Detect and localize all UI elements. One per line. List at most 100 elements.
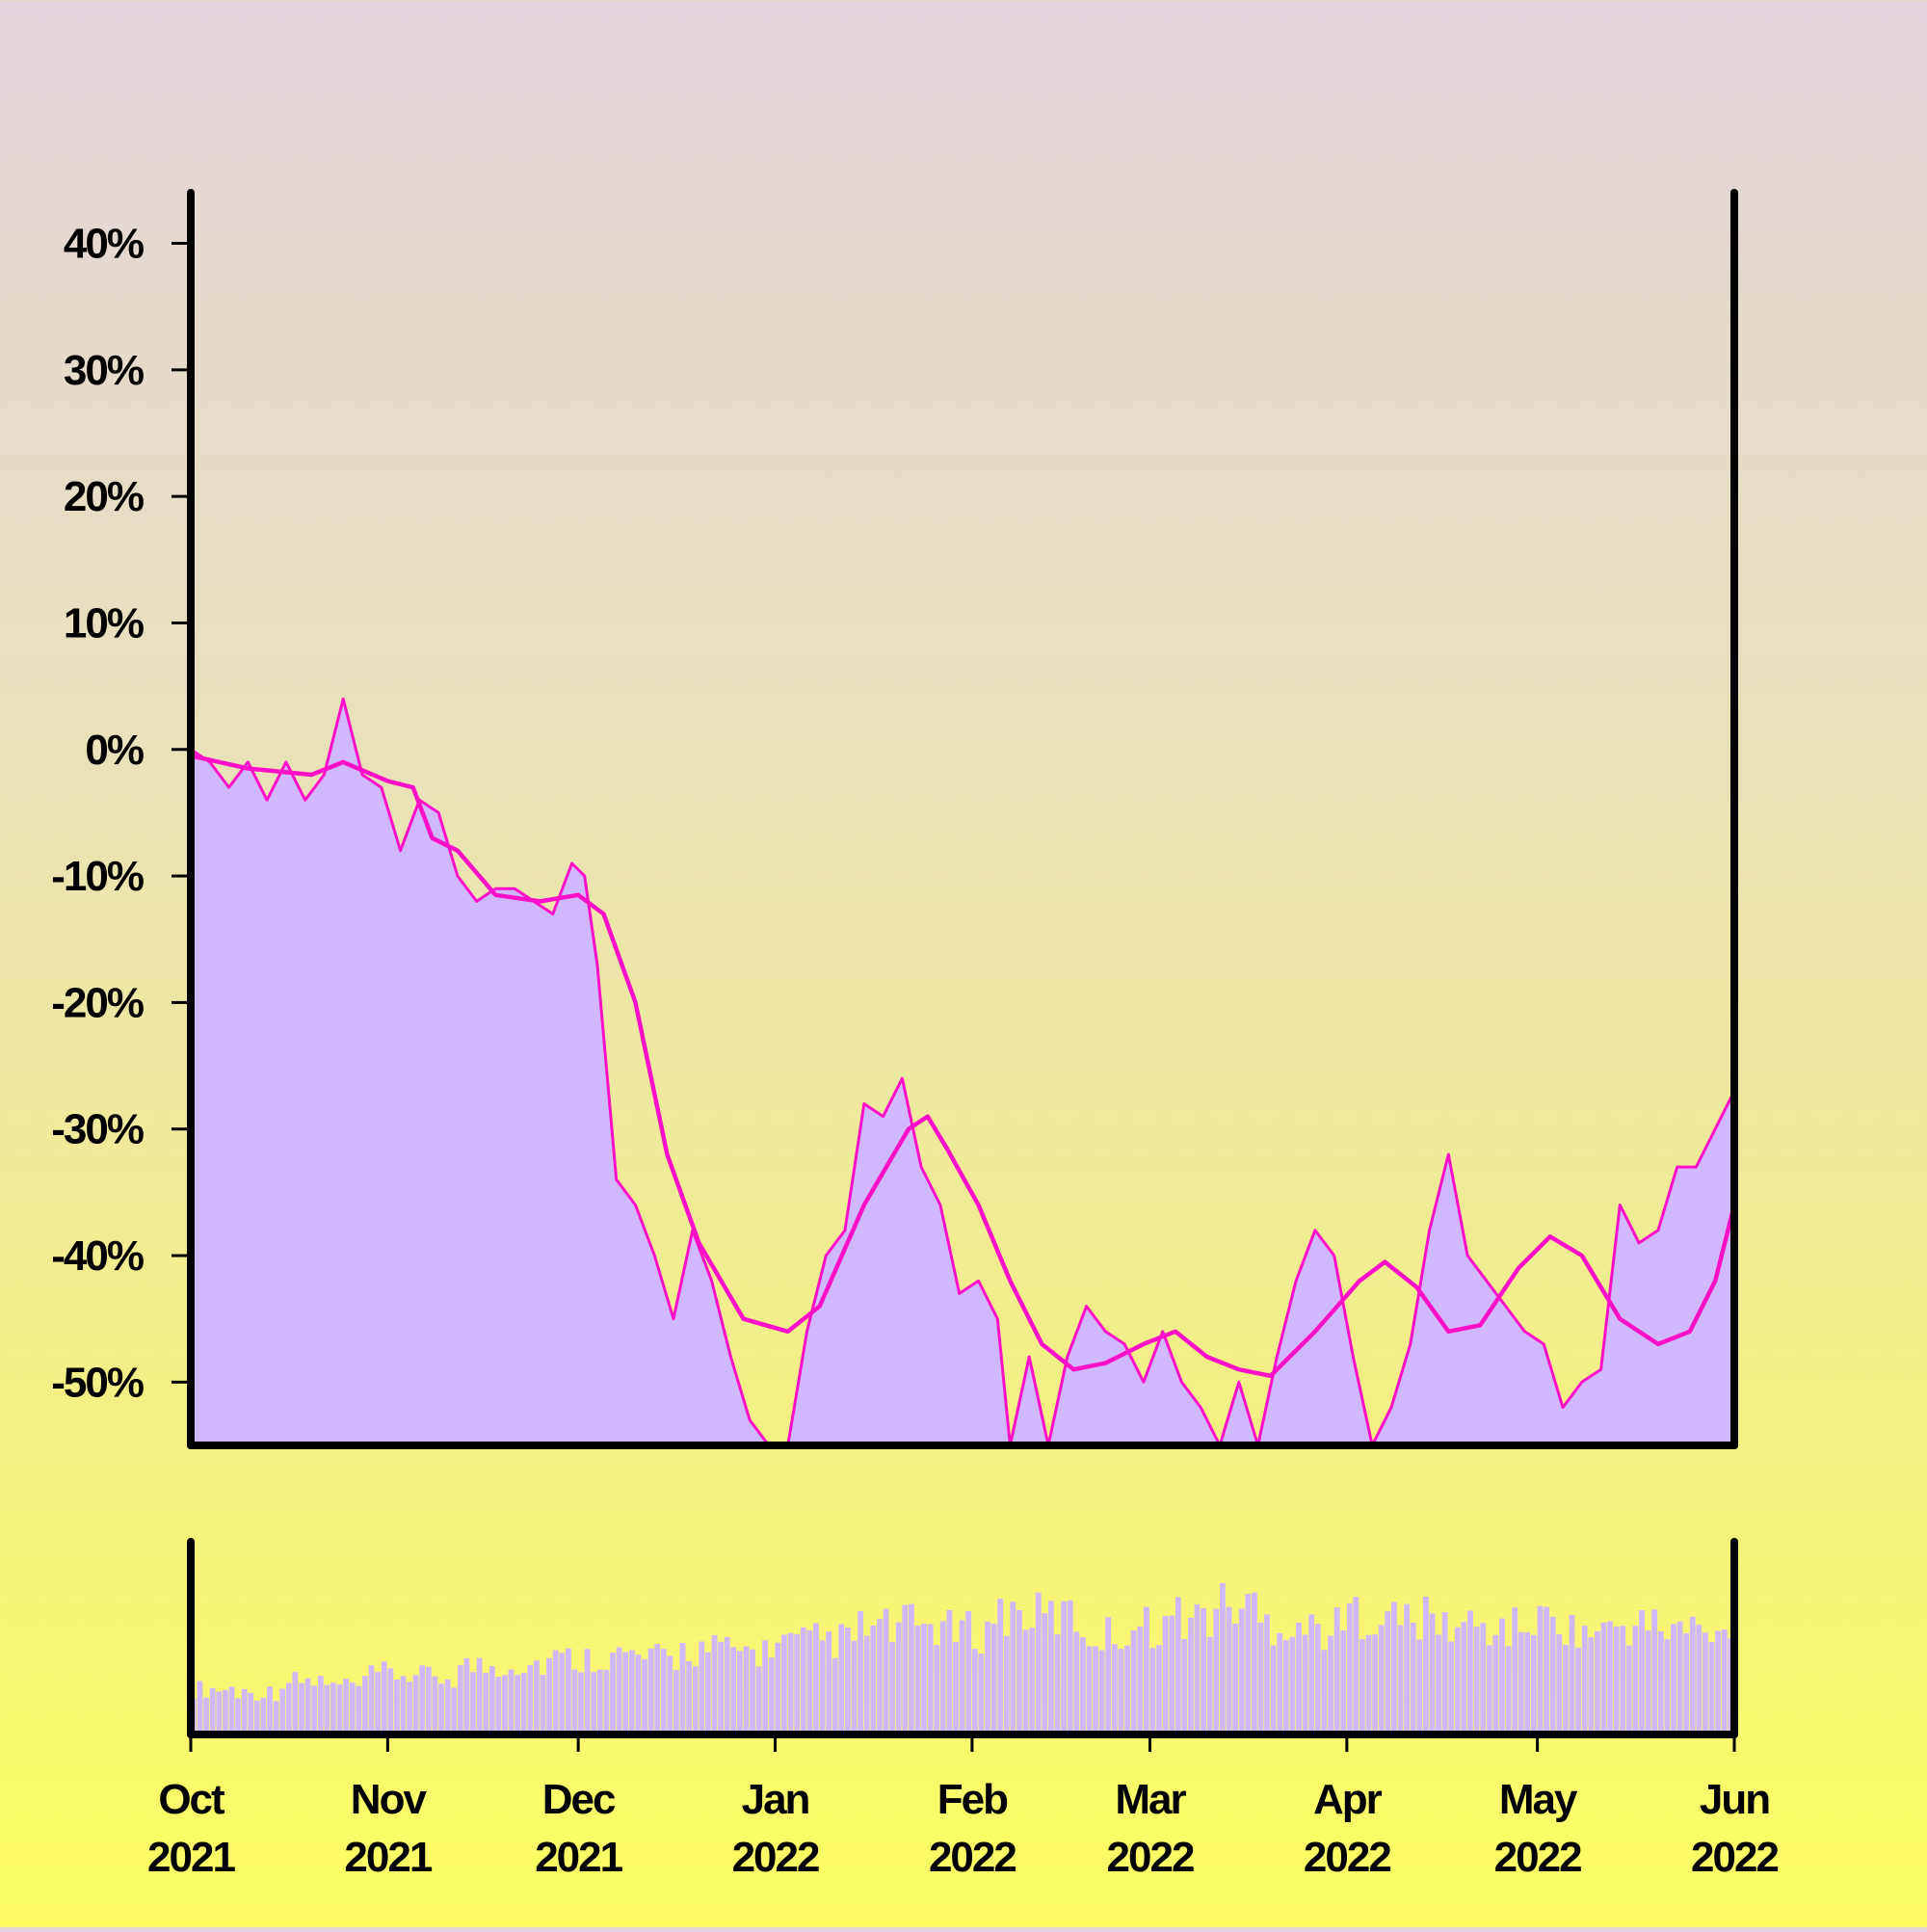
volume-bar <box>1271 1646 1277 1735</box>
volume-bar <box>261 1698 267 1734</box>
volume-bar <box>1690 1617 1696 1734</box>
volume-bar <box>1575 1648 1581 1734</box>
volume-bar <box>1544 1607 1549 1734</box>
volume-bar <box>515 1675 520 1734</box>
y-tick-label: 40% <box>64 221 144 268</box>
volume-bar <box>1709 1642 1715 1734</box>
volume-bar <box>1175 1597 1181 1734</box>
volume-bar <box>705 1653 711 1734</box>
volume-bar <box>1201 1608 1206 1734</box>
volume-bar <box>1595 1631 1600 1734</box>
volume-bar <box>445 1680 451 1734</box>
volume-bar <box>1512 1607 1518 1734</box>
x-tick-label-month: Nov <box>351 1776 428 1823</box>
volume-bar <box>1048 1601 1054 1734</box>
volume-bar <box>375 1672 381 1734</box>
volume-bar <box>566 1649 571 1734</box>
volume-bar <box>997 1599 1003 1734</box>
volume-bar <box>776 1643 781 1734</box>
volume-bar <box>1029 1628 1035 1734</box>
volume-bar <box>1055 1634 1061 1734</box>
volume-bar <box>1696 1625 1702 1734</box>
x-tick-label-year: 2022 <box>1304 1834 1390 1881</box>
volume-bar <box>509 1670 515 1735</box>
volume-bar <box>725 1637 730 1734</box>
volume-bar <box>642 1659 647 1734</box>
volume-bar <box>541 1675 546 1734</box>
volume-bar <box>1068 1601 1073 1734</box>
volume-bar <box>737 1651 743 1734</box>
volume-bar <box>781 1635 787 1735</box>
volume-bar <box>934 1645 939 1734</box>
volume-bar <box>1023 1629 1029 1734</box>
x-tick-label-month: May <box>1499 1776 1578 1823</box>
volume-bar <box>654 1644 660 1734</box>
volume-bar <box>267 1686 273 1734</box>
volume-bar <box>318 1676 324 1734</box>
volume-bar <box>750 1650 755 1734</box>
y-tick-label: -10% <box>51 853 144 900</box>
volume-bar <box>909 1604 914 1734</box>
volume-bar <box>1677 1622 1683 1734</box>
volume-bar <box>489 1666 495 1734</box>
volume-bar <box>965 1611 971 1734</box>
y-tick-label: 30% <box>64 347 144 394</box>
volume-bar <box>293 1672 299 1734</box>
x-tick-label-year: 2022 <box>1107 1834 1194 1881</box>
volume-bar <box>1131 1630 1137 1734</box>
volume-bar <box>1303 1635 1308 1735</box>
volume-bar <box>864 1636 870 1735</box>
y-tick-label: 10% <box>64 599 144 647</box>
volume-bar <box>458 1665 463 1734</box>
volume-bar <box>1144 1607 1149 1734</box>
volume-bar <box>788 1633 794 1734</box>
volume-bar <box>1137 1627 1143 1734</box>
volume-bar <box>1391 1602 1397 1735</box>
volume-bar <box>324 1685 330 1734</box>
volume-bar <box>1119 1649 1124 1734</box>
volume-bar <box>311 1685 317 1734</box>
volume-bar <box>1506 1646 1512 1734</box>
volume-bar <box>483 1673 488 1734</box>
volume-bar <box>921 1624 927 1734</box>
volume-bar <box>1588 1637 1594 1734</box>
volume-bar <box>1188 1618 1194 1734</box>
volume-bar <box>622 1653 628 1734</box>
volume-bar <box>1290 1637 1296 1734</box>
volume-bar <box>1181 1639 1187 1734</box>
volume-bar <box>1455 1628 1461 1734</box>
volume-bar <box>1416 1639 1422 1734</box>
volume-bar <box>1372 1634 1378 1734</box>
volume-bar <box>1646 1630 1651 1734</box>
volume-bar <box>870 1626 876 1734</box>
x-tick-label-month: Dec <box>542 1776 616 1823</box>
volume-bar <box>1474 1627 1480 1734</box>
volume-bar <box>1308 1614 1314 1734</box>
y-tick-label: 0% <box>85 727 143 774</box>
volume-bar <box>559 1653 565 1734</box>
x-tick-label-year: 2022 <box>929 1834 1016 1881</box>
volume-bar <box>686 1661 692 1734</box>
volume-bar <box>1207 1637 1213 1734</box>
volume-bar <box>902 1605 908 1735</box>
volume-bar <box>699 1642 704 1735</box>
volume-bar <box>953 1642 959 1734</box>
volume-bar <box>330 1682 336 1734</box>
volume-bar <box>858 1611 863 1734</box>
y-tick-label: -50% <box>51 1359 144 1406</box>
x-tick-label-month: Oct <box>158 1776 225 1823</box>
volume-bar <box>928 1625 934 1734</box>
volume-bar <box>198 1681 203 1734</box>
volume-bar <box>426 1667 432 1734</box>
volume-bar <box>470 1672 476 1734</box>
volume-bar <box>1328 1636 1333 1735</box>
volume-bar <box>1087 1647 1093 1734</box>
y-tick-label: 20% <box>64 473 144 520</box>
volume-bar <box>1467 1611 1473 1735</box>
x-tick-label-year: 2022 <box>732 1834 819 1881</box>
volume-bar <box>693 1666 699 1734</box>
volume-bar <box>286 1683 292 1735</box>
volume-bar <box>947 1610 953 1734</box>
volume-bar <box>985 1622 990 1734</box>
